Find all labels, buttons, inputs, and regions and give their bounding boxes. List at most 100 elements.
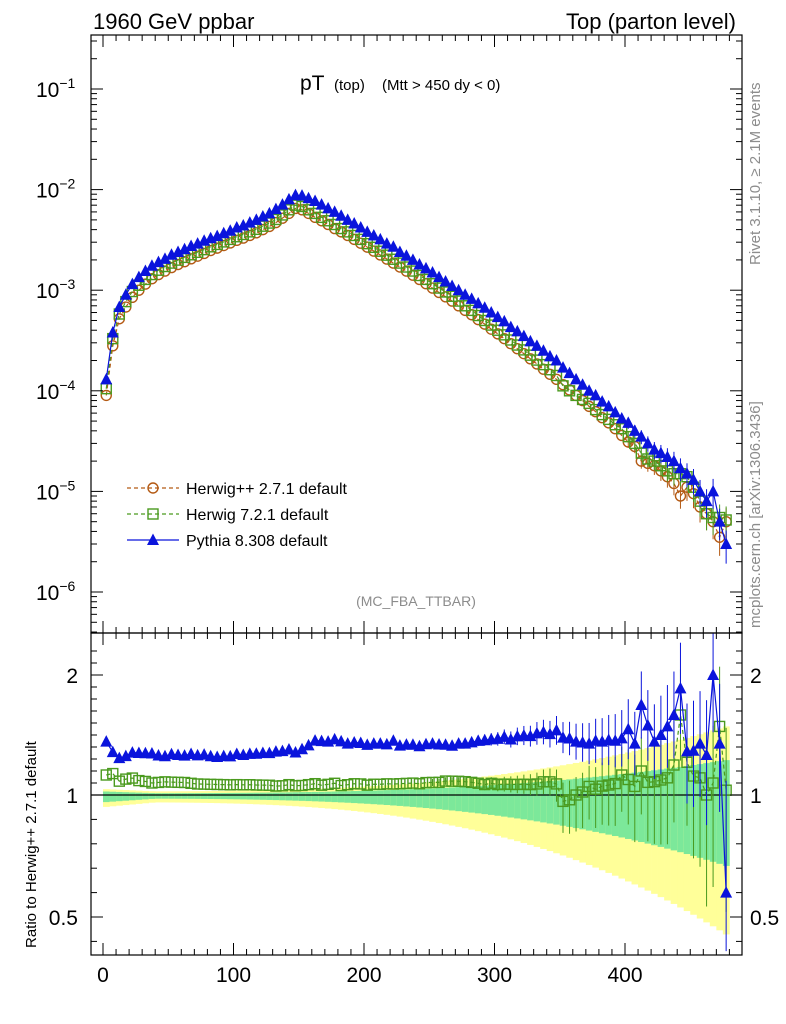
marker-square: [661, 772, 674, 784]
marker-square: [596, 780, 608, 792]
marker-square: [518, 778, 530, 790]
marker-square: [655, 774, 667, 786]
band-green: [474, 785, 482, 814]
marker-square: [159, 776, 171, 788]
title-main: pT: [300, 72, 325, 95]
band-green: [344, 791, 352, 803]
band-green: [461, 786, 469, 812]
marker-square: [433, 282, 445, 294]
x-tick-label: 300: [477, 964, 512, 987]
marker-triangle: [380, 237, 393, 249]
marker-square: [335, 222, 347, 235]
y-tick-label: 10−6: [36, 578, 76, 605]
band-green: [279, 792, 286, 801]
marker-square: [589, 783, 602, 795]
band-green: [370, 790, 378, 805]
marker-square: [250, 779, 263, 791]
marker-triangle: [315, 198, 328, 210]
marker-square: [204, 778, 217, 791]
marker-triangle: [511, 324, 524, 337]
marker-triangle: [335, 209, 348, 221]
marker-square: [609, 777, 621, 790]
marker-triangle: [648, 735, 661, 747]
rivet-label: Rivet 3.1.10, ≥ 2.1M events: [747, 83, 764, 266]
band-green: [103, 791, 110, 803]
marker-triangle: [296, 189, 309, 201]
band-green: [122, 792, 130, 801]
marker-triangle: [341, 213, 354, 225]
marker-triangle: [126, 277, 139, 290]
marker-square: [420, 776, 432, 789]
marker-triangle: [687, 473, 700, 485]
band-green: [350, 791, 358, 804]
marker-triangle: [106, 325, 119, 338]
marker-square: [583, 397, 595, 410]
marker-square: [231, 778, 243, 791]
marker-triangle: [113, 300, 126, 313]
marker-triangle: [119, 288, 132, 300]
marker-triangle: [367, 228, 380, 241]
marker-triangle: [237, 218, 250, 231]
marker-triangle: [465, 292, 478, 304]
legend-label: Pythia 8.308 default: [186, 533, 328, 550]
marker-square: [276, 780, 289, 792]
marker-square: [707, 777, 719, 789]
marker-triangle: [100, 372, 113, 385]
marker-square: [328, 218, 341, 231]
marker-triangle: [504, 320, 517, 333]
marker-square: [302, 778, 315, 791]
x-tick-label: 0: [97, 964, 109, 987]
marker-square: [642, 453, 654, 465]
marker-triangle: [713, 737, 726, 749]
marker-square: [374, 245, 387, 257]
marker-triangle: [328, 732, 341, 745]
marker-triangle: [289, 746, 302, 758]
marker-square: [465, 776, 478, 789]
marker-triangle: [256, 210, 269, 222]
band-green: [226, 792, 234, 800]
band-green: [331, 791, 339, 803]
ratio-ylabel: Ratio to Herwig++ 2.7.1 default: [23, 740, 40, 948]
marker-triangle: [694, 737, 707, 749]
marker-square: [642, 776, 654, 789]
marker-square: [616, 423, 628, 435]
band-green: [161, 793, 169, 799]
band-green: [324, 791, 332, 802]
marker-square: [172, 776, 184, 789]
marker-square: [492, 778, 504, 791]
band-green: [311, 791, 319, 802]
band-green: [409, 789, 417, 807]
marker-triangle: [224, 224, 237, 236]
marker-triangle: [589, 388, 602, 401]
marker-square: [283, 778, 295, 791]
band-green: [181, 793, 189, 799]
marker-triangle: [459, 288, 472, 300]
band-green: [259, 792, 267, 800]
marker-triangle: [537, 725, 550, 738]
marker-triangle: [635, 430, 648, 442]
marker-square: [570, 389, 582, 402]
marker-square: [459, 775, 471, 788]
y-tick-exponent: −2: [59, 176, 75, 192]
marker-square: [296, 200, 308, 213]
series-line: [105, 207, 727, 539]
marker-square: [257, 779, 269, 791]
marker-triangle: [550, 354, 563, 366]
marker-triangle: [439, 275, 452, 287]
band-green: [468, 786, 476, 813]
marker-triangle: [654, 728, 667, 740]
marker-square: [381, 778, 393, 790]
x-tick-label: 400: [607, 964, 642, 987]
y-tick-base: 10: [36, 481, 59, 504]
marker-square: [237, 779, 249, 791]
band-green: [429, 788, 437, 809]
marker-triangle: [700, 748, 713, 760]
marker-triangle: [335, 734, 348, 747]
marker-square: [113, 775, 126, 787]
y-tick-label-right: 2: [750, 665, 762, 688]
band-green: [514, 783, 521, 819]
marker-square: [133, 774, 145, 787]
marker-square: [165, 776, 178, 788]
marker-triangle: [322, 201, 335, 214]
